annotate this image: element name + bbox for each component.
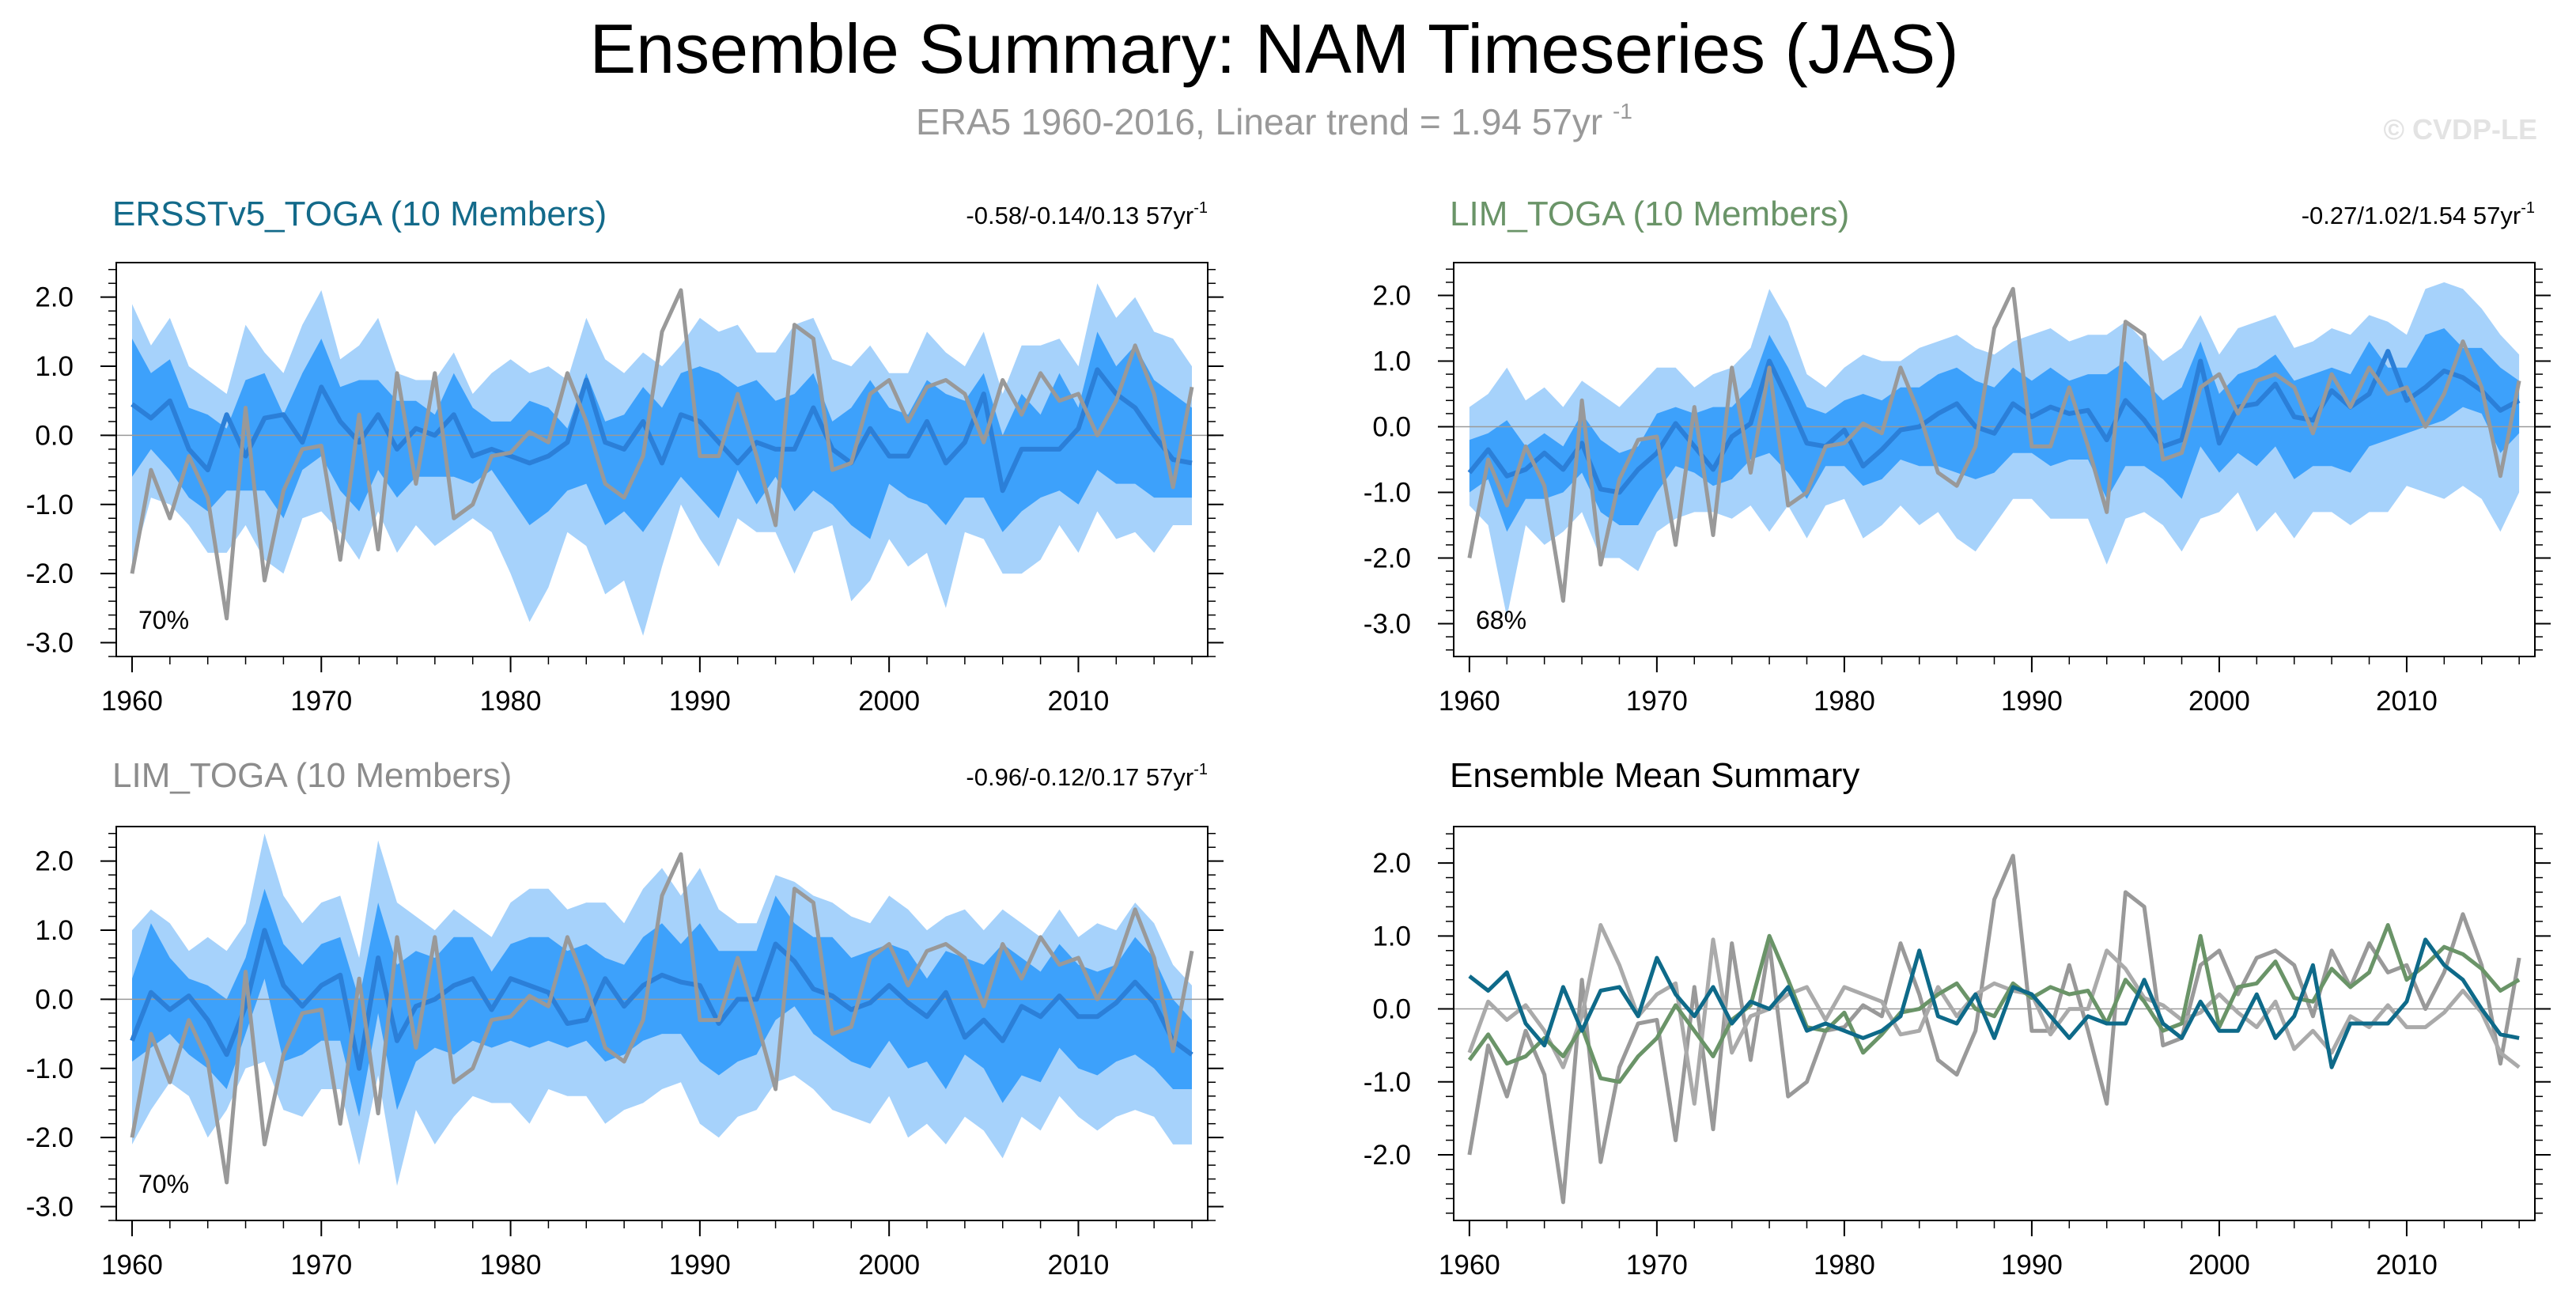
ensemble-mean-line [130, 928, 1193, 1071]
observed-line [1467, 286, 2521, 603]
x-tick-label: 1970 [1626, 1250, 1688, 1281]
series-line-2 [1467, 923, 2521, 1106]
x-tick-label: 1970 [290, 1250, 352, 1281]
y-tick-label: -1.0 [1364, 1067, 1411, 1098]
x-tick-label: 1990 [2001, 1250, 2063, 1281]
panel-title: LIM_TOGA (10 Members) [112, 756, 512, 795]
panel-trend-superscript: -1 [1193, 199, 1208, 217]
y-tick-label: -1.0 [1364, 478, 1411, 509]
x-tick-label: 1980 [1814, 686, 1875, 717]
panels-group: ERSSTv5_TOGA (10 Members) -0.58/-0.14/0.1… [26, 195, 2551, 1281]
panel-trend: -0.58/-0.14/0.13 57yr-1 [966, 199, 1208, 229]
figure-subtitle-text: ERA5 1960-2016, Linear trend = 1.94 57yr [916, 101, 1602, 142]
observed-line [130, 852, 1194, 1185]
observed-line [130, 288, 1194, 621]
y-tick-label: 0.0 [1372, 412, 1411, 443]
x-tick-label: 2000 [858, 686, 920, 717]
x-tick-label: 2010 [1048, 686, 1110, 717]
y-tick-label: 1.0 [35, 915, 74, 946]
series-line-1 [1467, 853, 2521, 1205]
inner-range-band [132, 888, 1192, 1117]
x-tick-label: 1960 [101, 686, 163, 717]
y-tick-label: -2.0 [1364, 543, 1411, 574]
x-tick-label: 2010 [2376, 1250, 2438, 1281]
panel-percent-annotation: 68% [1476, 606, 1526, 634]
figure-title: Ensemble Summary: NAM Timeseries (JAS) [589, 9, 1958, 88]
chart-panel-3: LIM_TOGA (10 Members) -0.96/-0.12/0.17 57… [26, 756, 1224, 1281]
y-tick-label: 0.0 [35, 420, 74, 451]
y-tick-label: 2.0 [35, 282, 74, 313]
y-tick-label: 1.0 [1372, 921, 1411, 952]
ensemble-mean-line [1467, 349, 2521, 495]
x-tick-label: 2010 [2376, 686, 2438, 717]
figure-subtitle-superscript: -1 [1613, 99, 1632, 123]
panel-title: Ensemble Mean Summary [1450, 756, 1859, 795]
panel-trend-text: -0.58/-0.14/0.13 57yr [966, 202, 1193, 229]
y-tick-label: -3.0 [1364, 609, 1411, 640]
x-tick-label: 1990 [669, 1250, 731, 1281]
watermark: © CVDP-LE [2383, 113, 2537, 146]
y-tick-label: 1.0 [1372, 346, 1411, 377]
x-tick-label: 1970 [290, 686, 352, 717]
series-line-3 [1467, 923, 2521, 1084]
panel-trend: -0.96/-0.12/0.17 57yr-1 [966, 761, 1208, 791]
x-tick-label: 1960 [1439, 1250, 1500, 1281]
panel-trend-text: -0.27/1.02/1.54 57yr [2302, 202, 2521, 229]
x-tick-label: 2000 [2188, 686, 2250, 717]
panel-title: LIM_TOGA (10 Members) [1450, 195, 1849, 233]
x-tick-label: 1990 [669, 686, 731, 717]
panel-percent-annotation: 70% [138, 606, 189, 634]
ensemble-mean-line [131, 367, 1193, 494]
y-tick-label: -3.0 [26, 1192, 74, 1223]
chart-panel-4: Ensemble Mean Summary 2.0 1.0 0.0 -1.0 -2.0 19… [1364, 756, 2551, 1281]
x-tick-label: 2000 [858, 1250, 920, 1281]
x-tick-label: 1990 [2001, 686, 2063, 717]
y-tick-label: 2.0 [1372, 848, 1411, 879]
figure-subtitle: ERA5 1960-2016, Linear trend = 1.94 57yr… [916, 99, 1632, 142]
panel-trend-superscript: -1 [2521, 199, 2535, 217]
chart-panel-2: LIM_TOGA (10 Members) -0.27/1.02/1.54 57y… [1364, 195, 2551, 717]
panel-percent-annotation: 70% [138, 1170, 189, 1198]
series-line-4 [1468, 937, 2520, 1069]
y-tick-label: 0.0 [35, 984, 74, 1015]
x-tick-label: 1960 [101, 1250, 163, 1281]
chart-panel-1: ERSSTv5_TOGA (10 Members) -0.58/-0.14/0.1… [26, 195, 1224, 717]
y-tick-label: -2.0 [1364, 1140, 1411, 1171]
y-tick-label: -1.0 [26, 1054, 74, 1084]
panel-trend-text: -0.96/-0.12/0.17 57yr [966, 763, 1193, 791]
x-tick-label: 1960 [1439, 686, 1500, 717]
x-tick-label: 1980 [480, 1250, 542, 1281]
x-tick-label: 1970 [1626, 686, 1688, 717]
panel-trend: -0.27/1.02/1.54 57yr-1 [2302, 199, 2535, 229]
y-tick-label: -3.0 [26, 628, 74, 659]
x-tick-label: 1980 [1814, 1250, 1875, 1281]
panel-trend-superscript: -1 [1193, 761, 1208, 778]
y-tick-label: -2.0 [26, 558, 74, 589]
y-tick-label: 0.0 [1372, 994, 1411, 1025]
y-tick-label: 2.0 [1372, 281, 1411, 312]
x-tick-label: 1980 [480, 686, 542, 717]
x-tick-label: 2010 [1048, 1250, 1110, 1281]
y-tick-label: -2.0 [26, 1122, 74, 1153]
y-tick-label: 2.0 [35, 846, 74, 877]
y-tick-label: -1.0 [26, 490, 74, 520]
x-tick-label: 2000 [2188, 1250, 2250, 1281]
y-tick-label: 1.0 [35, 351, 74, 382]
panel-title: ERSSTv5_TOGA (10 Members) [112, 195, 607, 233]
